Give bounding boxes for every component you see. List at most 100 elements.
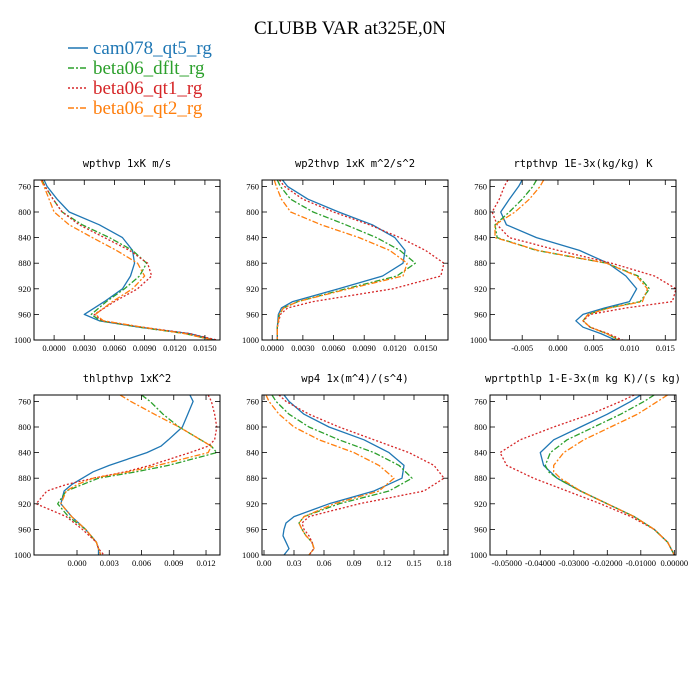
- plot-frame: [261, 394, 449, 556]
- panels: wpthvp 1xK m/s76080084088092096010000.00…: [14, 158, 688, 568]
- x-tick-label: 0.18: [437, 558, 452, 568]
- series-line-beta06_qt2_rg: [273, 180, 408, 340]
- plot-frame: [261, 179, 449, 341]
- legend-label: beta06_qt1_rg: [93, 78, 203, 99]
- x-tick-label: 0.0120: [163, 343, 186, 353]
- x-tick-label: 0.00000: [661, 558, 689, 568]
- y-tick-label: 960: [18, 524, 31, 534]
- y-tick-label: 960: [18, 309, 31, 319]
- y-tick-label: 760: [474, 396, 487, 406]
- panel-title: wp4 1x(m^4)/(s^4): [301, 373, 408, 385]
- y-tick-label: 880: [474, 473, 487, 483]
- panel-1: wpthvp 1xK m/s 760 800 840 880 920 960 1000 0.00…: [14, 158, 221, 353]
- x-tick-label: 0.000: [67, 558, 86, 568]
- series-line-cam078_qt5_rg: [282, 395, 405, 555]
- series-line-beta06_qt2_rg: [265, 395, 395, 555]
- x-tick-label: 0.0060: [103, 343, 126, 353]
- x-tick-label: 0.12: [377, 558, 392, 568]
- x-tick-label: 0.0120: [383, 343, 406, 353]
- series-group: [491, 180, 676, 340]
- y-tick-label: 960: [246, 524, 259, 534]
- x-tick-label: -0.01000: [626, 558, 656, 568]
- y-tick-label: 1000: [470, 550, 487, 560]
- x-tick-label: 0.003: [100, 558, 119, 568]
- y-tick-label: 1000: [242, 335, 259, 345]
- series-line-beta06_qt2_rg: [60, 395, 213, 555]
- x-tick-label: 0.06: [317, 558, 332, 568]
- y-tick-label: 960: [474, 309, 487, 319]
- y-tick-label: 960: [474, 524, 487, 534]
- x-tick-label: 0.0150: [193, 343, 216, 353]
- x-tick-label: 0.015: [656, 343, 675, 353]
- x-tick-label: 0.03: [287, 558, 302, 568]
- panel-title: wp2thvp 1xK m^2/s^2: [295, 158, 415, 170]
- panel-6: wprtpthlp 1-E-3x(m kg K)/(s kg) 760 800 840…: [470, 373, 688, 568]
- panel-title: rtpthvp 1E-3x(kg/kg) K: [513, 158, 653, 170]
- y-tick-label: 880: [18, 258, 31, 268]
- x-tick-label: 0.15: [407, 558, 422, 568]
- series-line-beta06_qt1_rg: [499, 395, 675, 555]
- series-line-cam078_qt5_rg: [500, 180, 638, 340]
- legend-entry: beta06_qt2_rg: [68, 98, 203, 119]
- series-line-beta06_dflt_rg: [57, 395, 218, 555]
- series-line-beta06_qt1_rg: [491, 180, 676, 340]
- panel-title: thlpthvp 1xK^2: [83, 373, 172, 385]
- y-tick-label: 800: [246, 422, 259, 432]
- x-tick-label: 0.009: [164, 558, 183, 568]
- y-tick-label: 760: [246, 396, 259, 406]
- y-tick-label: 760: [246, 181, 259, 191]
- y-tick-label: 880: [246, 258, 259, 268]
- y-tick-label: 1000: [470, 335, 487, 345]
- y-tick-label: 920: [246, 284, 259, 294]
- y-tick-label: 840: [246, 233, 259, 243]
- y-tick-label: 800: [474, 207, 487, 217]
- x-tick-label: 0.0090: [353, 343, 376, 353]
- y-tick-label: 800: [18, 207, 31, 217]
- series-group: [273, 180, 445, 340]
- x-tick-label: -0.05000: [492, 558, 522, 568]
- x-tick-label: 0.012: [196, 558, 215, 568]
- plot-frame: [33, 394, 221, 556]
- series-line-cam078_qt5_rg: [539, 395, 675, 555]
- x-tick-label: 0.0000: [261, 343, 284, 353]
- x-tick-label: 0.00: [257, 558, 272, 568]
- series-line-beta06_qt1_rg: [41, 180, 218, 340]
- series-line-cam078_qt5_rg: [60, 395, 194, 555]
- x-tick-label: -0.02000: [592, 558, 622, 568]
- y-tick-label: 1000: [14, 550, 31, 560]
- series-group: [265, 395, 445, 555]
- panel-2: wp2thvp 1xK m^2/s^2 760 800 840 880 920 960 100…: [242, 158, 449, 353]
- y-tick-label: 880: [18, 473, 31, 483]
- y-tick-label: 840: [474, 448, 487, 458]
- legend-entry: beta06_dflt_rg: [68, 58, 205, 79]
- series-line-beta06_qt2_rg: [494, 180, 649, 340]
- legend: cam078_qt5_rgbeta06_dflt_rgbeta06_qt1_rg…: [68, 38, 212, 119]
- series-group: [35, 395, 218, 555]
- x-tick-label: 0.010: [620, 343, 639, 353]
- panel-4: thlpthvp 1xK^2 760 800 840 880 920 960 1000 0.00…: [14, 373, 221, 568]
- legend-entry: beta06_qt1_rg: [68, 78, 203, 99]
- y-tick-label: 920: [474, 499, 487, 509]
- plot-frame: [489, 179, 677, 341]
- y-tick-label: 920: [474, 284, 487, 294]
- series-line-beta06_qt1_rg: [35, 395, 218, 555]
- y-tick-label: 880: [474, 258, 487, 268]
- series-line-beta06_qt1_rg: [276, 180, 445, 340]
- panel-title: wpthvp 1xK m/s: [83, 158, 172, 170]
- y-tick-label: 800: [474, 422, 487, 432]
- series-line-beta06_qt2_rg: [553, 395, 675, 555]
- x-tick-label: 0.0150: [414, 343, 437, 353]
- y-tick-label: 920: [246, 499, 259, 509]
- y-tick-label: 920: [18, 284, 31, 294]
- y-tick-label: 960: [246, 309, 259, 319]
- legend-label: beta06_dflt_rg: [93, 58, 205, 79]
- series-line-beta06_dflt_rg: [271, 395, 413, 555]
- y-tick-label: 760: [18, 396, 31, 406]
- y-tick-label: 880: [246, 473, 259, 483]
- series-line-beta06_qt1_rg: [278, 395, 445, 555]
- series-line-cam078_qt5_rg: [43, 180, 216, 340]
- legend-entry: cam078_qt5_rg: [68, 38, 212, 59]
- series-line-cam078_qt5_rg: [276, 180, 406, 340]
- y-tick-label: 840: [18, 448, 31, 458]
